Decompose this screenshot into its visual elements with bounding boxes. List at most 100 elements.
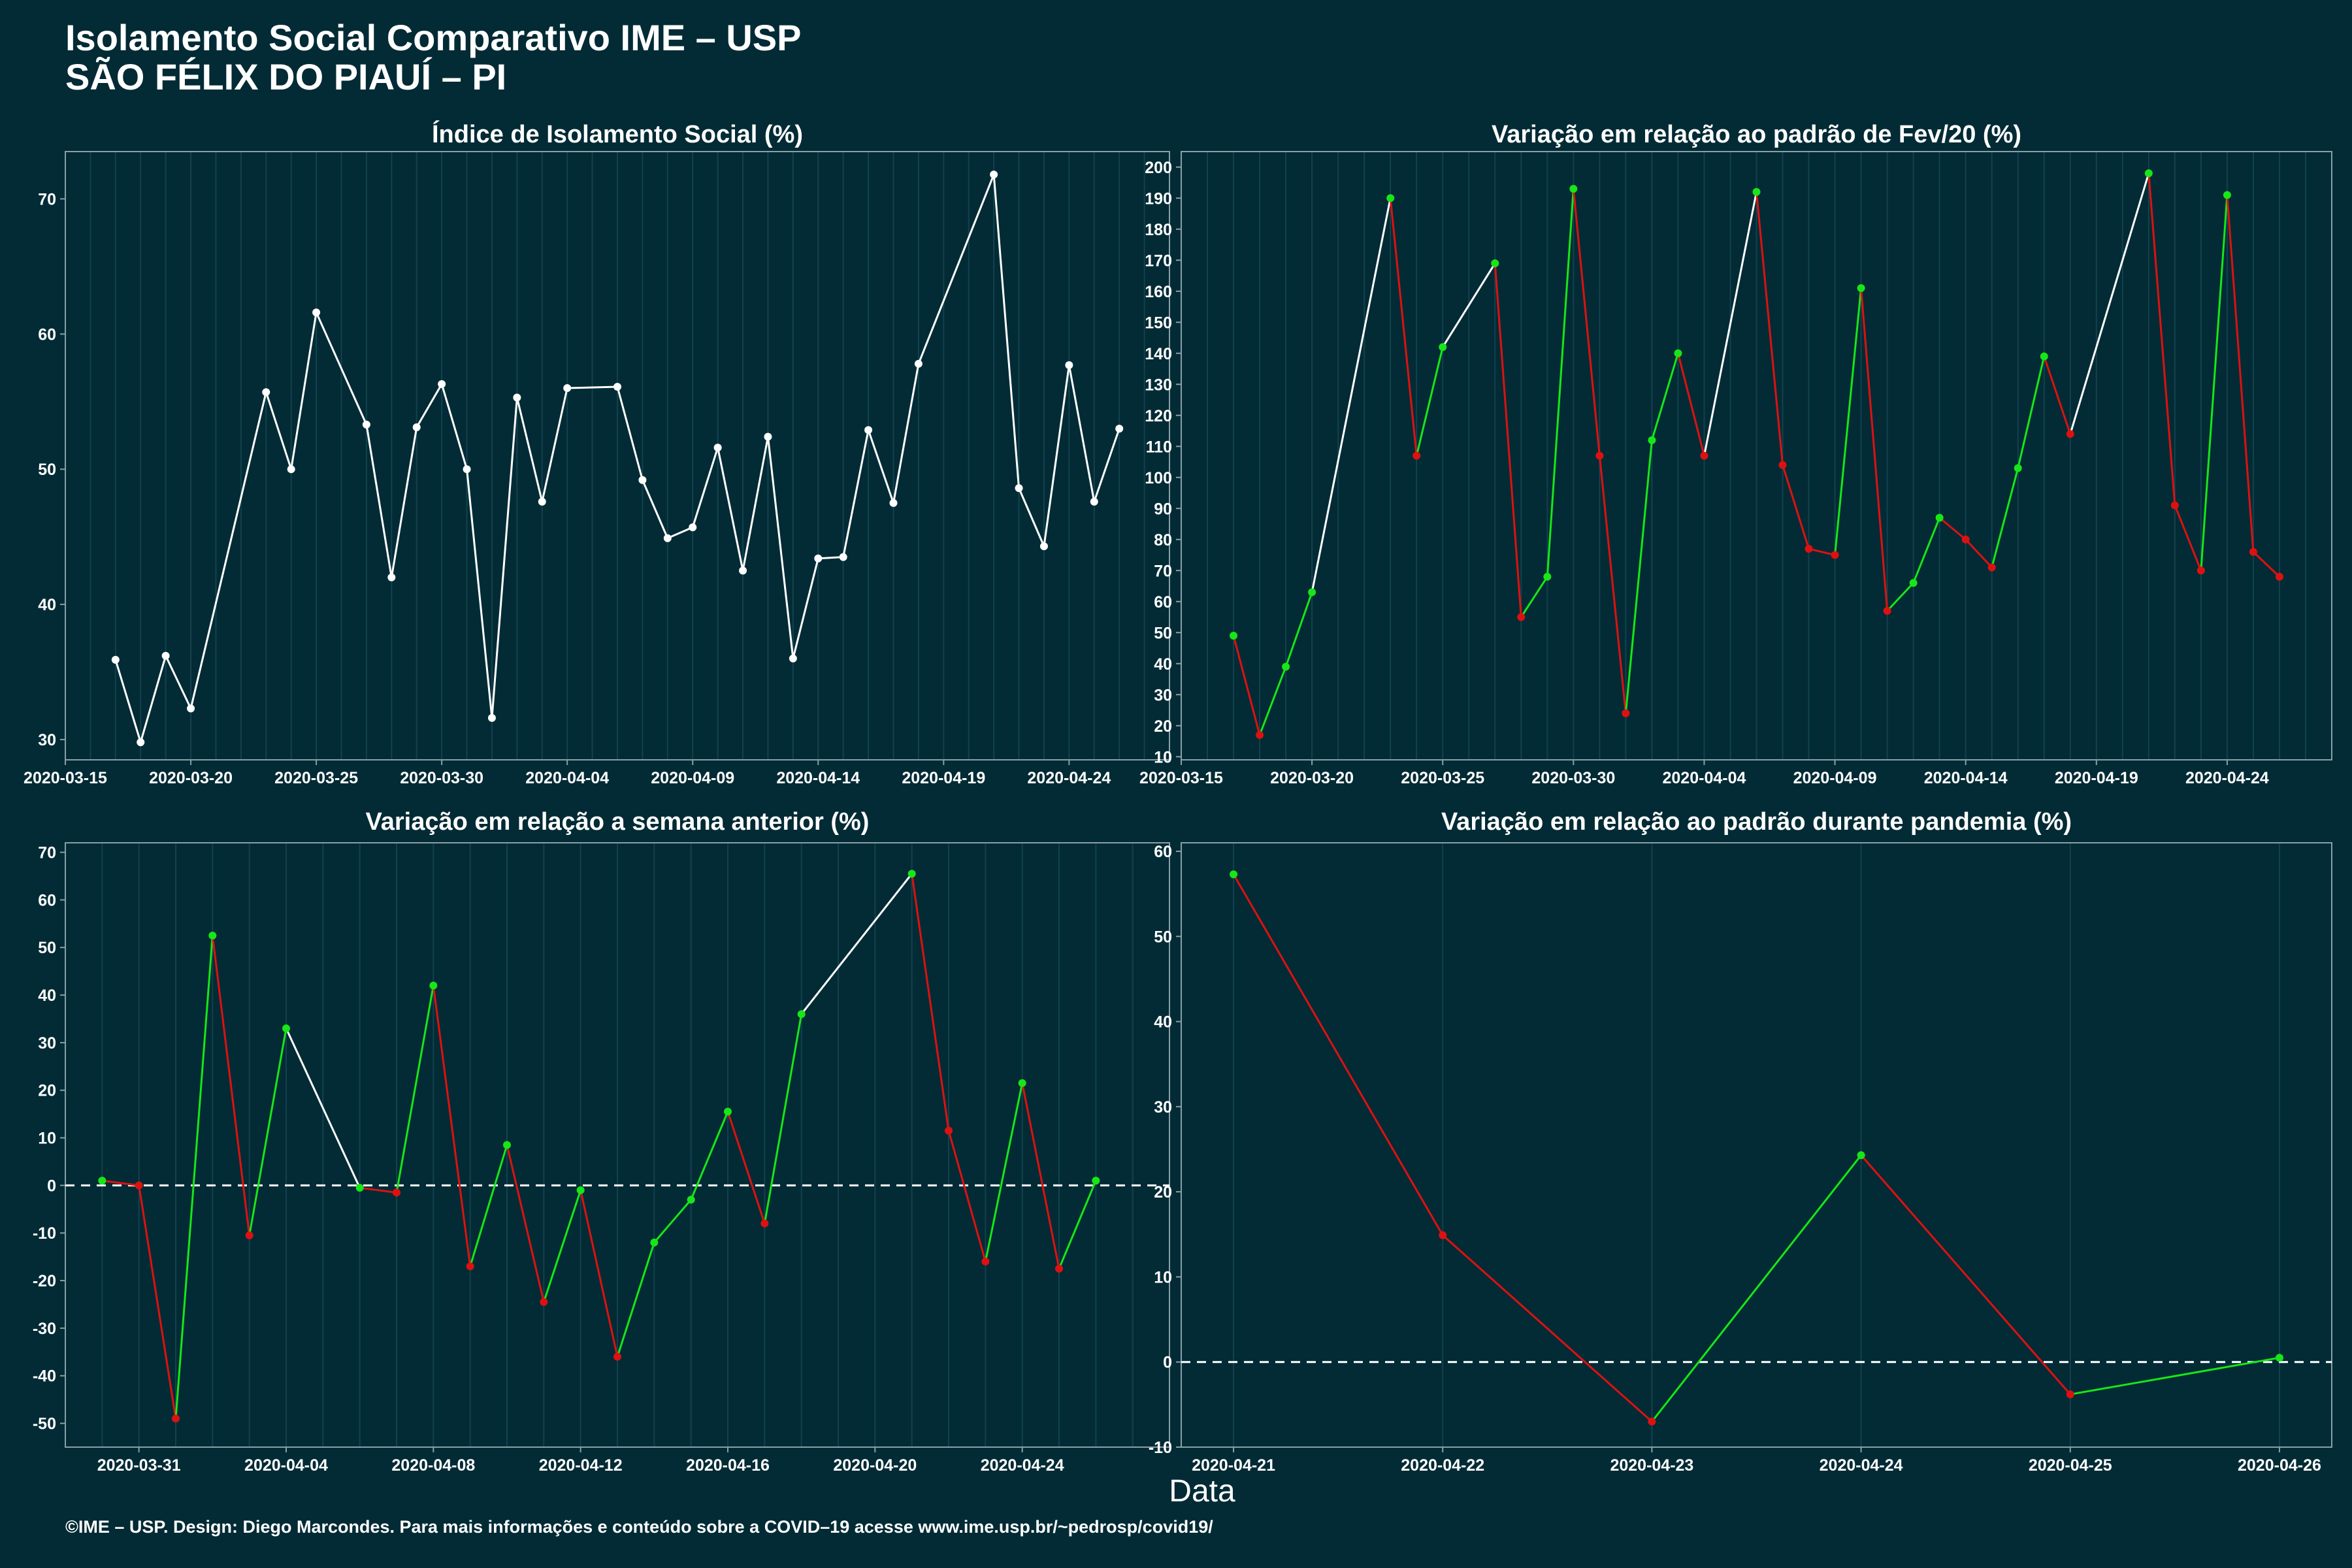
series-segment	[359, 1186, 397, 1194]
series-segment	[174, 935, 214, 1419]
series-segment	[1860, 1154, 2071, 1396]
panel-border	[1181, 842, 2332, 1448]
data-point	[463, 465, 471, 474]
y-tick-label: -50	[33, 1415, 56, 1433]
y-tick-label: 10	[1154, 1268, 1172, 1286]
data-point	[1752, 188, 1761, 196]
series-segment	[432, 985, 472, 1267]
data-point	[503, 1141, 511, 1149]
series-segment	[2069, 172, 2150, 434]
data-point	[613, 1352, 621, 1361]
series-segment	[642, 480, 669, 539]
data-point	[650, 1238, 659, 1247]
series-segment	[691, 447, 719, 528]
data-point	[312, 308, 321, 317]
data-point	[1674, 349, 1682, 357]
data-point	[2275, 1354, 2283, 1362]
data-point	[1805, 545, 1813, 553]
series-segment	[842, 429, 870, 557]
data-point	[1883, 607, 1891, 615]
series-segment	[1651, 1154, 1862, 1422]
y-tick-label: 200	[1145, 159, 1172, 177]
y-tick-label: 20	[1154, 1183, 1172, 1201]
series-segment	[992, 174, 1021, 489]
series-segment	[315, 312, 368, 425]
series-segment	[189, 391, 267, 709]
series-segment	[1598, 455, 1627, 713]
data-point	[613, 382, 621, 391]
panel-border	[65, 842, 1170, 1448]
series-segment	[1782, 465, 1810, 549]
x-tick-label: 2020-04-14	[776, 769, 860, 787]
x-tick-label: 2020-04-09	[651, 769, 734, 787]
series-segment	[1258, 666, 1287, 736]
x-tick-label: 2020-04-24	[981, 1456, 1064, 1475]
data-point	[1230, 870, 1238, 879]
data-point	[1018, 1079, 1026, 1087]
data-point	[1569, 185, 1578, 193]
series-segment	[165, 655, 192, 710]
series-segment	[653, 1199, 692, 1243]
data-point	[1517, 613, 1526, 621]
footer-credit: ©IME – USP. Design: Diego Marcondes. Par…	[65, 1517, 1213, 1537]
data-point	[689, 523, 697, 532]
data-point	[1622, 709, 1630, 717]
series-segment	[1886, 582, 1914, 612]
series-segment	[818, 556, 843, 560]
data-point	[739, 566, 747, 575]
x-tick-label: 2020-04-21	[1192, 1456, 1275, 1475]
series-segment	[1415, 346, 1444, 456]
data-point	[1857, 284, 1865, 292]
x-tick-label: 2020-04-19	[902, 769, 985, 787]
y-tick-label: 40	[1154, 655, 1172, 674]
data-point	[287, 465, 295, 474]
data-point	[1055, 1264, 1063, 1273]
series-segment	[211, 935, 251, 1236]
series-segment	[717, 447, 744, 571]
data-point	[814, 554, 823, 563]
chart-panel-2: Variação em relação ao padrão de Fev/20 …	[1139, 121, 2332, 787]
y-tick-label: 60	[38, 325, 56, 344]
x-tick-label: 2020-04-19	[2055, 769, 2138, 787]
y-tick-label: 190	[1145, 189, 1172, 208]
series-segment	[1232, 635, 1261, 736]
data-point	[1230, 632, 1238, 640]
y-tick-label: 150	[1145, 314, 1172, 332]
y-tick-label: 40	[38, 596, 56, 614]
title-line-1: Isolamento Social Comparativo IME – USP	[65, 17, 802, 58]
y-tick-label: -10	[1149, 1439, 1172, 1457]
y-tick-label: 70	[38, 190, 56, 208]
series-segment	[466, 469, 493, 719]
series-segment	[2043, 356, 2072, 434]
series-segment	[1232, 874, 1444, 1236]
series-segment	[1068, 365, 1096, 502]
series-segment	[1938, 517, 1967, 540]
series-segment	[1703, 191, 1757, 456]
data-point	[2066, 1390, 2074, 1399]
data-point	[245, 1231, 253, 1239]
y-tick-label: 130	[1145, 376, 1172, 394]
data-point	[2144, 169, 2153, 178]
series-segment	[139, 655, 167, 743]
y-tick-label: 10	[38, 1130, 56, 1148]
series-segment	[1494, 263, 1522, 617]
data-point	[1987, 563, 1996, 572]
series-segment	[114, 659, 142, 743]
data-point	[513, 393, 521, 402]
series-segment	[1389, 198, 1418, 456]
data-point	[1595, 451, 1604, 460]
y-tick-label: 50	[1154, 928, 1172, 946]
y-tick-label: 40	[38, 987, 56, 1005]
series-segment	[440, 384, 468, 470]
data-point	[1439, 1231, 1447, 1239]
data-point	[797, 1010, 806, 1019]
data-point	[2223, 191, 2231, 199]
y-tick-label: 20	[38, 1082, 56, 1100]
data-point	[789, 654, 797, 662]
data-point	[889, 498, 898, 507]
series-segment	[984, 1083, 1024, 1262]
x-axis-label: Data	[1169, 1474, 1235, 1509]
x-tick-label: 2020-04-12	[539, 1456, 623, 1475]
y-tick-label: -20	[33, 1272, 56, 1290]
data-point	[466, 1262, 474, 1271]
